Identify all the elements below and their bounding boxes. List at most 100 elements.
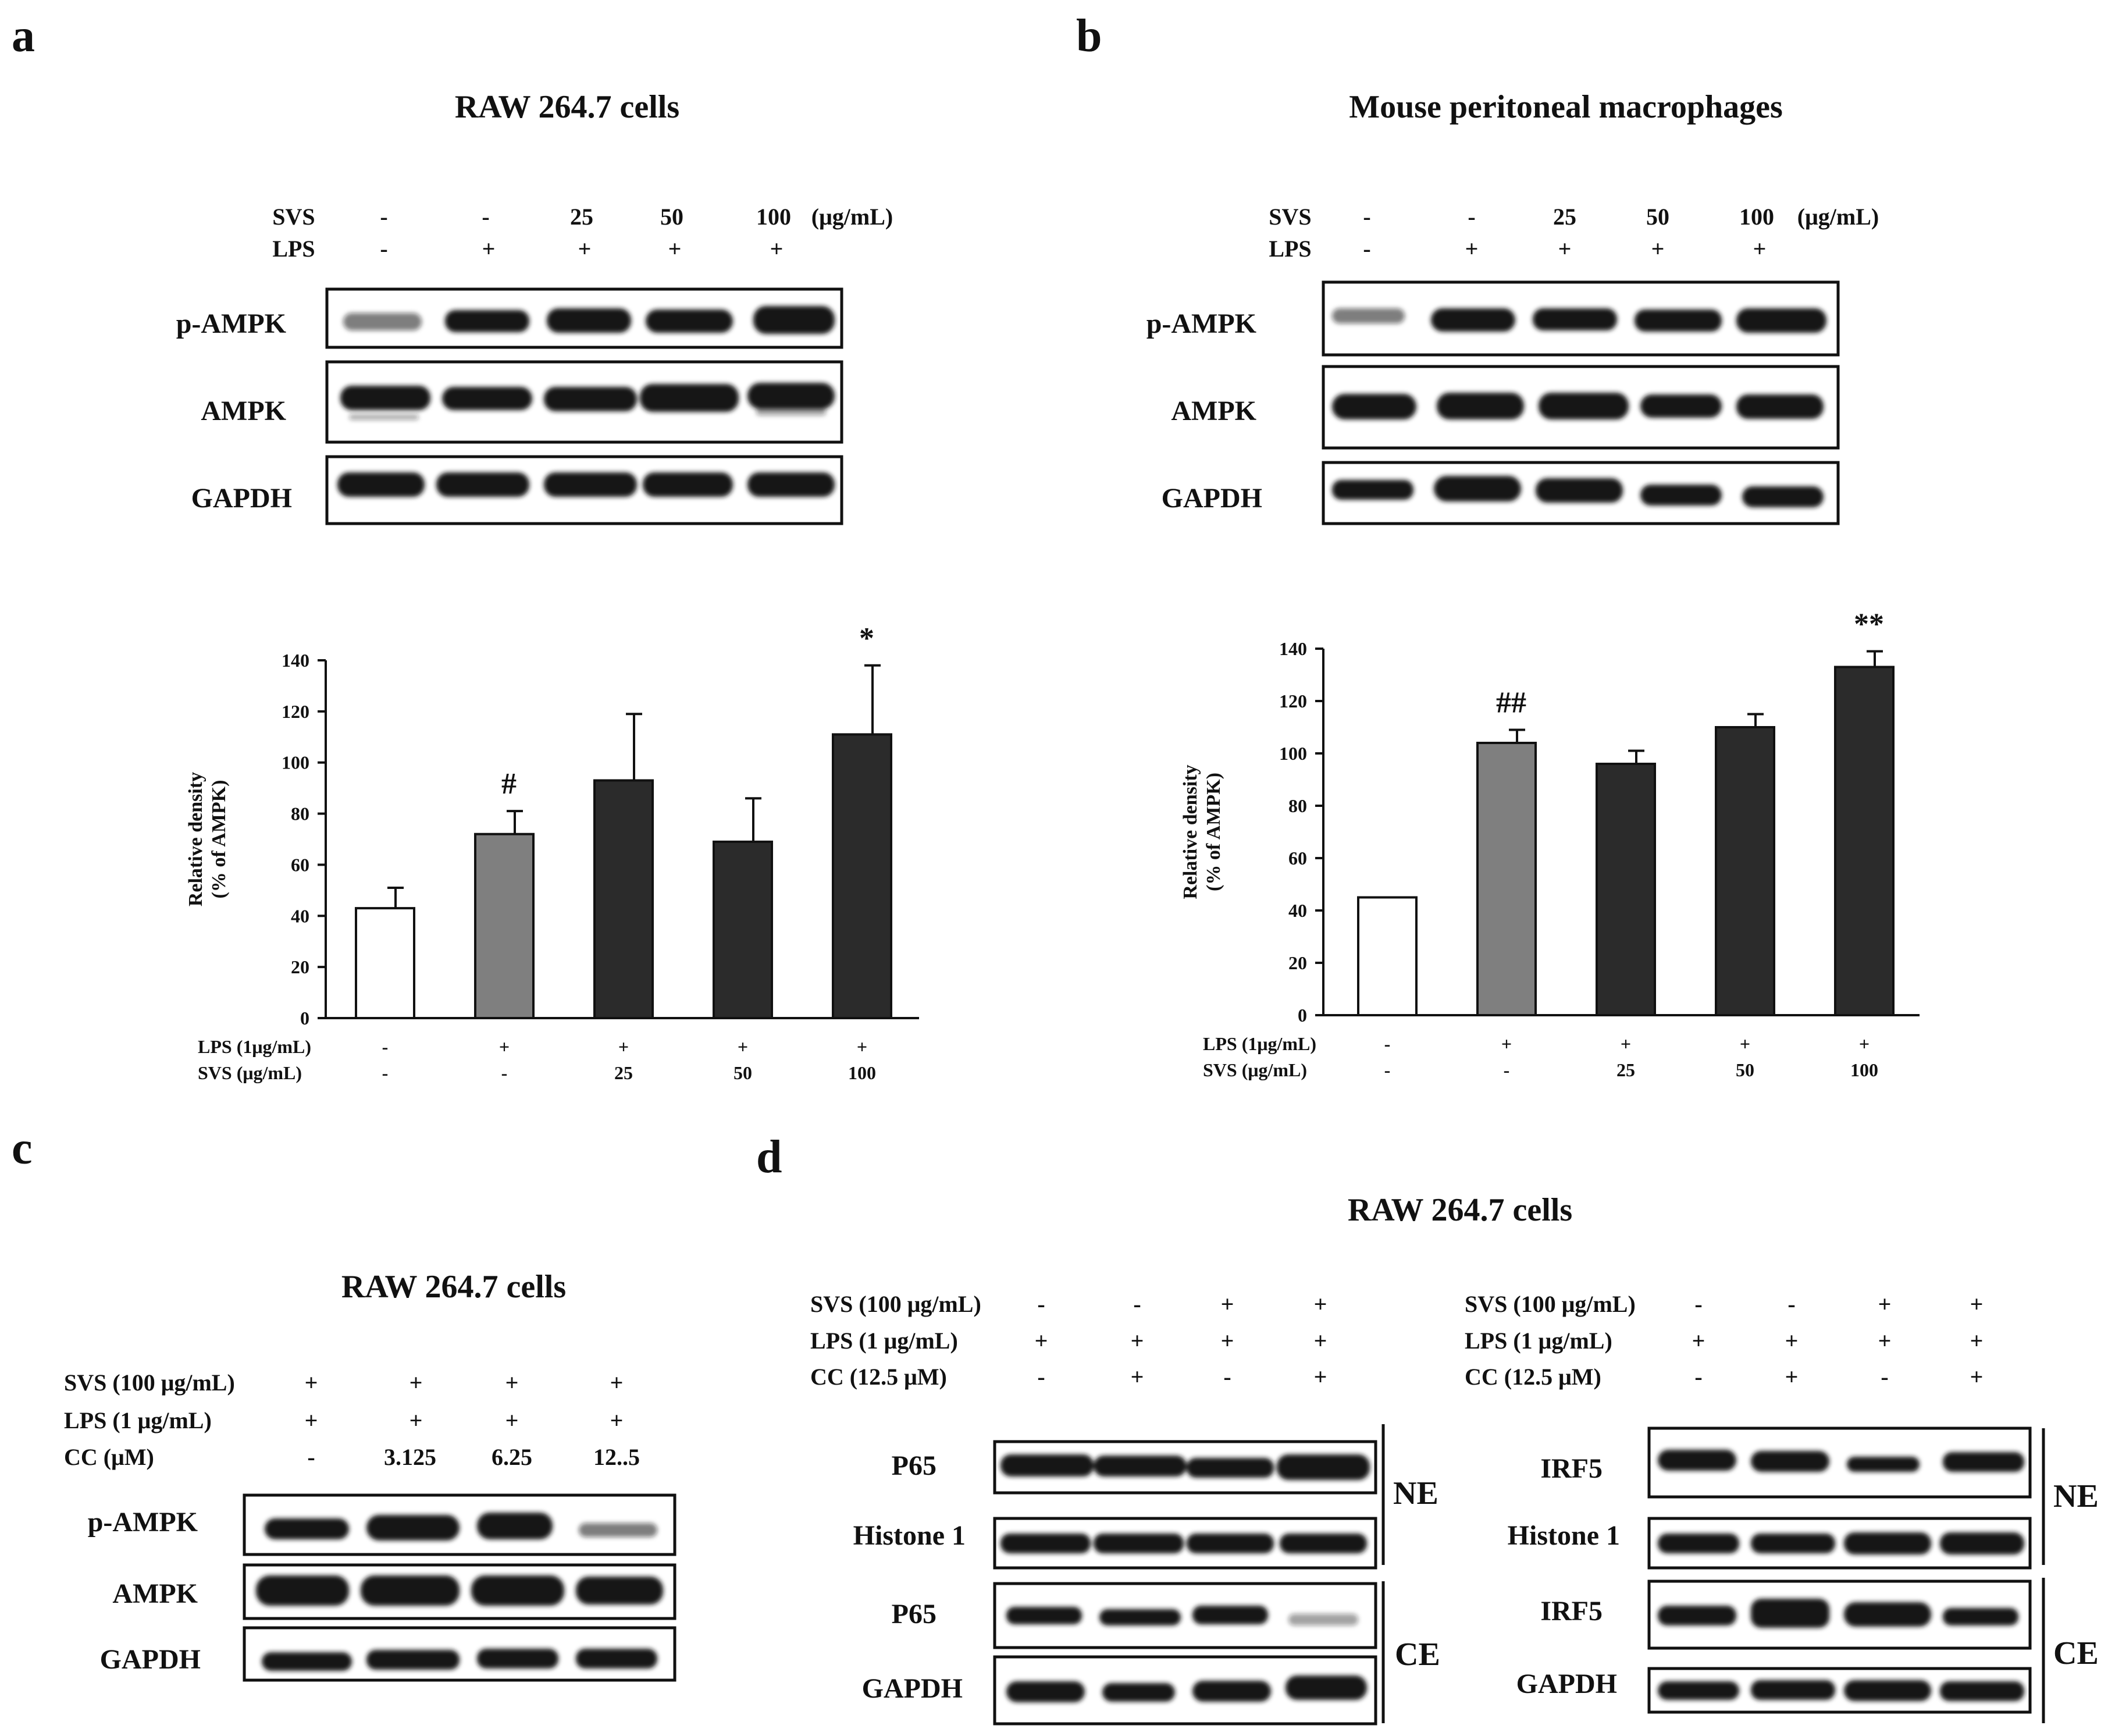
lps-value: + — [410, 1407, 423, 1433]
svs-row-label: SVS — [1269, 204, 1311, 230]
blot-row-label: GAPDH — [862, 1673, 963, 1704]
bar — [832, 733, 892, 1019]
band — [576, 1577, 663, 1605]
lps-value: + — [1651, 236, 1665, 262]
lps-value: + — [482, 236, 496, 262]
band — [340, 386, 430, 410]
panel-c-title: RAW 264.7 cells — [341, 1269, 566, 1305]
cc-value: 12..5 — [593, 1444, 640, 1470]
y-axis-label-line: (% of AMPK) — [208, 780, 230, 899]
band — [747, 383, 835, 409]
svs-row-label: SVS — [272, 204, 315, 230]
panel-c-conditions: SVS (100 μg/mL) LPS (1 μg/mL) CC (μM) + … — [64, 1369, 640, 1470]
svs-row-label: SVS (100 μg/mL) — [1465, 1291, 1636, 1317]
bar — [1596, 763, 1656, 1016]
band — [1277, 1454, 1370, 1480]
band — [1640, 394, 1722, 418]
svs-value: - — [1694, 1291, 1702, 1317]
band — [1844, 1680, 1931, 1701]
band — [1742, 486, 1824, 507]
x-row-label: LPS (1μg/mL) — [1203, 1033, 1316, 1054]
band — [1187, 1458, 1274, 1478]
x-row-value: - — [501, 1062, 508, 1083]
band — [1943, 1608, 2018, 1625]
band — [1943, 1452, 2024, 1472]
y-tick-label: 0 — [300, 1008, 309, 1029]
lps-value: + — [1970, 1328, 1984, 1354]
band — [1940, 1532, 2024, 1554]
cc-value: + — [1131, 1364, 1144, 1390]
band — [1658, 1606, 1736, 1625]
lps-value: + — [1314, 1328, 1327, 1354]
significance-mark: ** — [1854, 608, 1884, 641]
bar — [1476, 742, 1537, 1016]
cc-row-label: CC (12.5 μM) — [1465, 1364, 1601, 1390]
band — [1006, 1681, 1085, 1702]
band — [256, 1575, 349, 1606]
blot-row-label: P65 — [892, 1450, 937, 1481]
panel-label-b: b — [1076, 10, 1102, 62]
svs-row-label: SVS (100 μg/mL) — [810, 1291, 981, 1317]
band — [1431, 308, 1515, 332]
cc-row-label: CC (12.5 μM) — [810, 1364, 947, 1390]
band — [1192, 1681, 1271, 1702]
svs-value: 25 — [570, 204, 593, 230]
band — [1533, 308, 1617, 330]
cc-value: - — [1037, 1364, 1045, 1390]
panel-label-a: a — [12, 10, 35, 62]
band — [1280, 1534, 1367, 1553]
y-tick-label: 100 — [282, 752, 309, 773]
panel-b-blots: p-AMPK AMPK GAPDH — [1146, 280, 1840, 525]
band — [1847, 1457, 1920, 1472]
blot-row-label: AMPK — [112, 1578, 198, 1609]
svs-value: + — [305, 1369, 318, 1396]
band — [1332, 308, 1405, 323]
band — [1286, 1675, 1367, 1700]
blot-row-label: IRF5 — [1540, 1596, 1603, 1627]
band — [1437, 393, 1524, 419]
y-tick-label: 0 — [1298, 1005, 1307, 1026]
significance-mark: # — [501, 767, 517, 801]
band — [756, 408, 826, 415]
bar — [1357, 896, 1418, 1016]
panel-label-d: d — [756, 1132, 782, 1183]
band — [436, 472, 529, 497]
x-row-label: LPS (1μg/mL) — [198, 1036, 311, 1057]
fraction-label: CE — [1395, 1637, 1440, 1673]
band — [1288, 1614, 1358, 1625]
band — [1751, 1534, 1835, 1553]
blot-row-label: GAPDH — [1162, 483, 1262, 514]
svs-value: - — [1787, 1291, 1795, 1317]
lps-value: + — [505, 1407, 519, 1433]
x-row-label: SVS (μg/mL) — [198, 1062, 302, 1083]
lps-row-label: LPS — [272, 236, 315, 262]
band — [1094, 1456, 1187, 1477]
significance-mark: ## — [1496, 686, 1526, 720]
lps-value: + — [1878, 1328, 1892, 1354]
cc-value: 3.125 — [384, 1444, 436, 1470]
band — [544, 472, 637, 497]
band — [442, 387, 532, 410]
band — [643, 472, 733, 497]
cc-value: + — [1970, 1364, 1984, 1390]
cc-row-label: CC (μM) — [64, 1444, 154, 1470]
blot-row-label: Histone 1 — [853, 1520, 966, 1551]
y-tick-label: 40 — [1288, 900, 1307, 921]
band — [1658, 1681, 1739, 1700]
band — [1332, 394, 1416, 419]
band — [1006, 1607, 1082, 1624]
panel-b-conditions: SVS LPS - - 25 50 100 (μg/mL) - + + + + — [1269, 204, 1879, 262]
chart-a: 0 20 40 60 80 100 120 140 Relative density (% of … — [185, 622, 919, 1083]
band — [1000, 1534, 1091, 1553]
x-row-value: - — [1384, 1033, 1391, 1054]
lps-value: + — [1753, 236, 1767, 262]
panel-c: c RAW 264.7 cells SVS (100 μg/mL) LPS (1… — [12, 1123, 676, 1682]
band — [1000, 1454, 1094, 1477]
band — [471, 1575, 564, 1606]
x-row-value: + — [499, 1036, 510, 1057]
svs-value: + — [410, 1369, 423, 1396]
x-row-value: 25 — [614, 1062, 633, 1083]
band — [747, 472, 835, 497]
cc-value: - — [1223, 1364, 1231, 1390]
panel-d-left-blots: P65 Histone 1 P65 GAPDH — [853, 1424, 1440, 1726]
